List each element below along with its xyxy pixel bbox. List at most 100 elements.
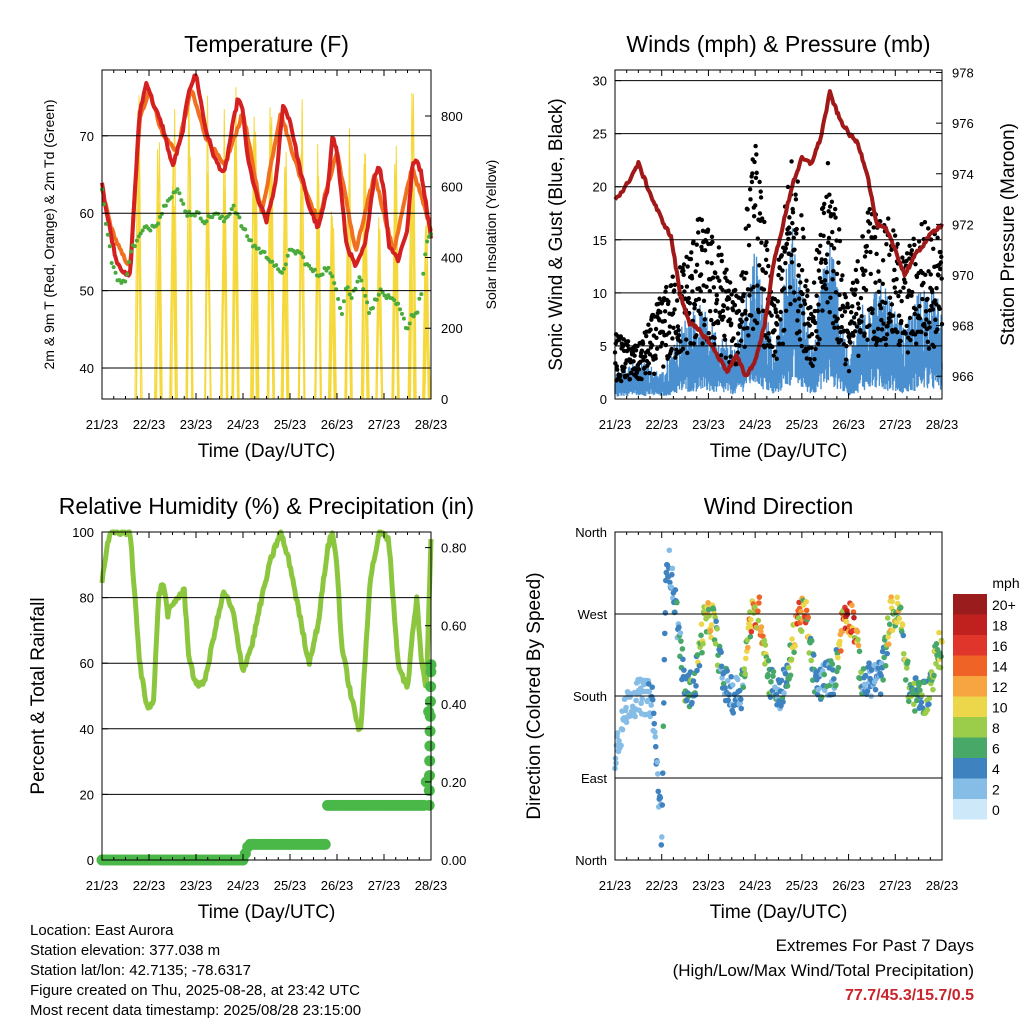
gust-point [689,250,694,255]
chart-title: Relative Humidity (%) & Precipitation (i… [59,493,474,519]
gust-point [874,251,879,257]
wind-direction-point [668,584,675,591]
gust-point [684,337,689,342]
dewpoint-point [163,203,168,208]
wind-direction-point [616,737,622,744]
gust-point [903,331,908,336]
y-tick-label: 50 [80,284,94,299]
relative-humidity-line [99,529,434,733]
gust-point [826,240,831,245]
gust-point [746,242,752,248]
wind-direction-point [678,638,684,644]
x-tick-label: 27/23 [368,417,401,432]
gust-point [666,299,671,304]
gust-point [669,283,674,288]
gust-point [933,317,938,323]
gust-point [917,316,923,321]
y-axis-label: Percent & Total Rainfall [28,597,49,794]
gust-point [796,273,801,278]
wind-direction-point [694,652,701,658]
gust-point [885,323,890,329]
gust-point [797,337,803,342]
gust-point [686,295,691,301]
wind-direction-point [718,649,724,656]
gust-point [868,249,873,255]
wind-direction-point [737,696,744,703]
wind-direction-point [747,633,754,640]
dewpoint-point [365,300,370,305]
panel-4: 21/23 22/23 23/23 24/23 25/23 26/23 27/23 28/23… [524,493,1020,923]
x-tick-label: 22/23 [645,417,678,432]
gust-point [850,280,856,286]
gust-point [652,371,657,377]
gust-point [751,284,756,290]
dewpoint-point [274,263,279,268]
gust-point [896,293,901,299]
dewpoint-point [281,266,286,271]
gust-point [886,216,891,221]
y-axis-label: 2m & 9m T (Red, Orange) & 2m Td (Green) [41,100,57,370]
precipitation-point [423,770,435,782]
y-tick-label: South [573,689,607,704]
gust-point [740,270,746,275]
gust-point [813,346,818,352]
dewpoint-point [113,270,118,275]
colorbar-label: 0 [992,802,1000,818]
wind-direction-point [655,788,662,795]
dewpoint-point [111,265,116,270]
dewpoint-point [427,234,432,239]
gust-point [717,278,722,283]
gust-point [757,179,762,185]
gust-point [888,319,893,324]
wind-direction-point [724,678,731,684]
wind-direction-point [652,733,659,740]
dewpoint-point [117,278,122,283]
wind-direction-point [788,656,795,663]
gust-point [743,226,748,231]
y-tick-label: 20 [593,180,607,195]
extremes-values: 77.7/45.3/15.7/0.5 [845,987,974,1004]
wind-direction-point [884,650,890,657]
gust-point [747,293,752,298]
gust-point [700,341,705,346]
dewpoint-point [252,243,257,248]
wind-direction-point [660,723,667,730]
gust-point [729,321,734,326]
gust-point [753,203,758,208]
wind-direction-point [649,697,656,703]
gust-point [819,279,824,285]
gust-point [897,342,902,348]
dewpoint-point [376,292,381,297]
wind-direction-point [714,626,720,632]
gust-point [859,319,864,324]
gust-point [726,296,732,302]
wind-direction-point [854,628,861,635]
x-tick-label: 28/23 [926,878,959,893]
colorbar-swatch [953,737,987,758]
wind-direction-point [748,628,755,635]
wind-direction-point [657,794,664,801]
wind-direction-point [669,565,676,572]
gust-point [662,309,668,314]
wind-direction-point [651,729,658,735]
dewpoint-point [127,259,132,264]
wind-direction-point [900,650,907,657]
gust-point [792,298,798,303]
gust-point [732,303,738,308]
wind-direction-point [672,587,679,593]
gust-point [797,296,802,301]
dewpoint-point [328,271,333,276]
gust-point [843,362,848,367]
wind-direction-point [762,642,769,648]
wind-direction-point [756,594,763,600]
y-tick-label: 0 [87,853,94,868]
precipitation-point [423,784,435,796]
gust-point [787,231,792,236]
gust-point [766,331,771,336]
wind-direction-point [768,678,774,685]
gust-point [907,243,912,249]
dewpoint-point [347,292,352,297]
gust-point [762,219,767,225]
gust-point [688,256,694,262]
x-tick-label: 28/23 [926,417,959,432]
